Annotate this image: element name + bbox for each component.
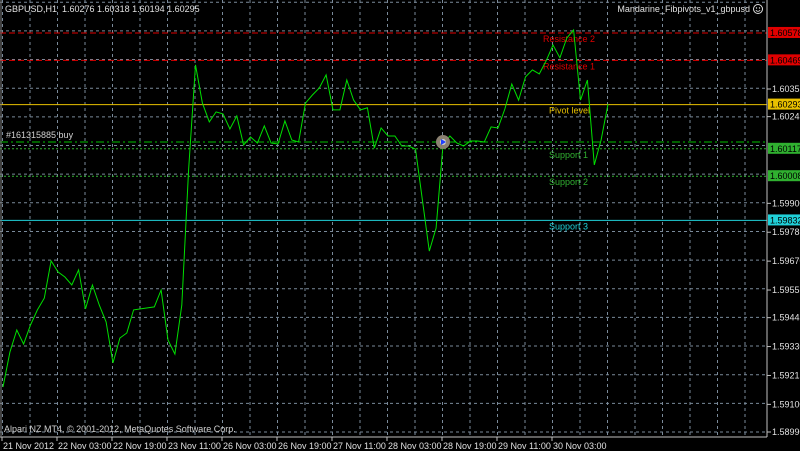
price-tick-label: 1.59900 <box>772 198 800 208</box>
price-tick-label: 1.60245 <box>772 112 800 122</box>
time-tick-label: 29 Nov 11:00 <box>498 441 551 451</box>
level-price-label: 1.60117 <box>770 144 800 154</box>
level-price-badge <box>768 54 800 66</box>
pivot-levels: Resistance 2 Resistance 1 Pivot level Suppo… <box>0 32 767 231</box>
time-axis[interactable]: 21 Nov 2012 22 Nov 03:00 22 Nov 19:00 23 No… <box>1 437 607 451</box>
smiley-icon <box>753 4 763 14</box>
price-tick-label: 1.58990 <box>772 427 800 437</box>
grid <box>0 0 767 437</box>
level-price-badge <box>768 98 800 110</box>
time-tick-label: 23 Nov 11:00 <box>168 441 221 451</box>
level-price-label: 1.60469 <box>770 55 800 65</box>
time-tick-label: 21 Nov 2012 <box>3 441 54 451</box>
symbol-info: GBPUSD,H1 1.60276 1.60318 1.60194 1.6029… <box>5 4 200 14</box>
price-axis[interactable]: 1.60355 1.60245 1.59900 1.59785 1.59670 1.595… <box>767 26 800 437</box>
time-tick-label: 22 Nov 03:00 <box>58 441 112 451</box>
level-price-badge <box>768 142 800 154</box>
time-tick-label: 27 Nov 11:00 <box>333 441 386 451</box>
level-price-badge <box>768 170 800 182</box>
order-line[interactable]: #161315885 buy <box>0 130 767 143</box>
time-tick-label: 28 Nov 19:00 <box>443 441 497 451</box>
price-tick-label: 1.59555 <box>772 285 800 295</box>
level-price-label: 1.60008 <box>770 171 800 181</box>
trade-arrow-icon <box>441 139 446 145</box>
time-tick-label: 30 Nov 03:00 <box>553 441 607 451</box>
indicator-name: Mandarine_Fibpivots_v1_gbpusd <box>617 4 750 14</box>
price-tick-label: 1.59785 <box>772 227 800 237</box>
price-tick-label: 1.59445 <box>772 313 800 323</box>
level-price-label: 1.60578 <box>770 28 800 38</box>
order-label: #161315885 buy <box>6 130 74 140</box>
copyright-text: Alpari NZ MT4, © 2001-2012, MetaQuotes S… <box>4 424 236 434</box>
level-price-label: 1.60293 <box>770 100 800 110</box>
trade-marker-icon[interactable] <box>436 135 450 149</box>
level-label: Support 3 <box>549 221 588 231</box>
level-label: Support 1 <box>549 150 588 160</box>
price-tick-label: 1.59100 <box>772 399 800 409</box>
price-tick-label: 1.59215 <box>772 370 800 380</box>
price-line <box>2 28 609 388</box>
level-label: Support 2 <box>549 177 588 187</box>
price-tick-label: 1.59330 <box>772 342 800 352</box>
level-price-badge <box>768 26 800 38</box>
level-label: Resistance 2 <box>543 34 595 44</box>
level-price-label: 1.59832 <box>770 215 800 225</box>
time-tick-label: 22 Nov 19:00 <box>113 441 167 451</box>
time-tick-label: 26 Nov 03:00 <box>223 441 277 451</box>
price-tick-label: 1.60355 <box>772 84 800 94</box>
level-price-badge <box>768 214 800 226</box>
level-label: Resistance 1 <box>543 61 595 71</box>
level-label: Pivot level <box>549 106 590 116</box>
time-tick-label: 26 Nov 19:00 <box>278 441 332 451</box>
price-tick-label: 1.59670 <box>772 256 800 266</box>
time-tick-label: 28 Nov 03:00 <box>388 441 442 451</box>
